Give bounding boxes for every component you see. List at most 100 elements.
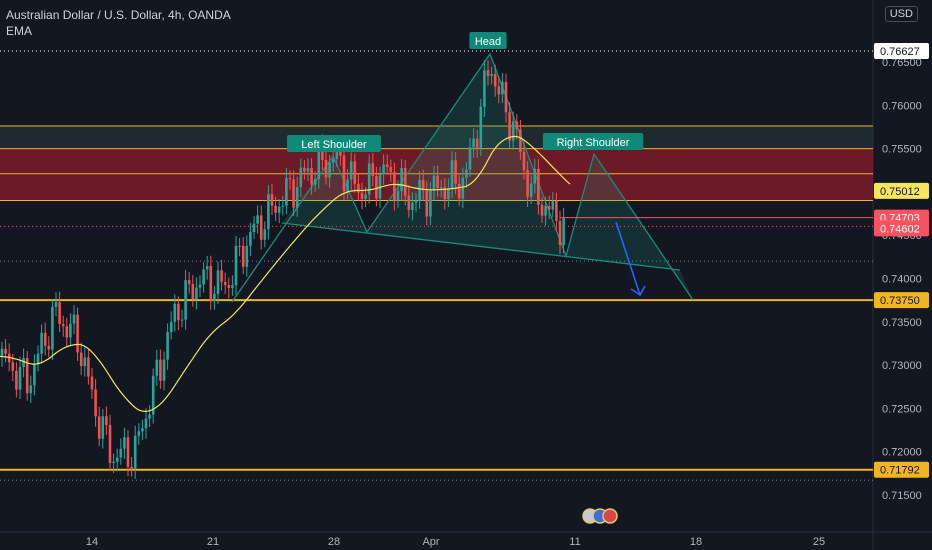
upper-zone xyxy=(0,126,873,149)
candle-body xyxy=(447,188,450,200)
candle-body xyxy=(389,167,393,172)
candle-body xyxy=(292,179,295,208)
candle-body xyxy=(159,359,162,381)
candle-body xyxy=(137,431,141,436)
candle-body xyxy=(231,285,234,288)
price-label-text: 0.73750 xyxy=(880,295,920,307)
candle-body xyxy=(321,144,324,160)
candle-body xyxy=(317,144,321,179)
candle-body xyxy=(465,169,468,178)
candle-body xyxy=(249,232,252,246)
price-label-bg xyxy=(874,461,929,478)
candle-body xyxy=(393,171,396,201)
candle-body xyxy=(263,229,267,240)
candle-body xyxy=(432,175,436,191)
y-axis: 0.765000.760000.755000.745000.740000.735… xyxy=(882,57,922,502)
candle-body xyxy=(407,195,411,210)
candle-body xyxy=(295,186,299,208)
price-label-text: 0.75012 xyxy=(880,186,920,198)
price-label-bg xyxy=(874,43,929,60)
candle-body xyxy=(457,183,461,199)
x-axis: 14 21 28 Apr 11 18 25 xyxy=(86,536,825,548)
candle-body xyxy=(544,206,547,216)
price-label-0.76627: 0.76627 xyxy=(874,43,929,60)
projection-arrow-head xyxy=(630,285,646,297)
candle-body xyxy=(349,161,353,180)
candle-body xyxy=(281,205,285,207)
candle-body xyxy=(209,265,213,301)
candle-body xyxy=(97,416,101,439)
candle-body xyxy=(184,280,187,320)
candle-body xyxy=(353,161,357,184)
candle-body xyxy=(119,448,123,458)
price-label-0.73750: 0.73750 xyxy=(874,292,929,309)
candle-body xyxy=(87,357,90,377)
candle-body xyxy=(51,306,54,350)
price-label-0.75012: 0.75012 xyxy=(874,182,929,199)
candle-body xyxy=(58,302,61,324)
indicator-label: EMA xyxy=(6,24,33,38)
candle-body xyxy=(83,357,87,367)
x-tick-label: 25 xyxy=(813,536,825,548)
candle-body xyxy=(43,332,47,346)
candle-body xyxy=(54,302,58,307)
candle-body xyxy=(216,270,220,294)
candle-body xyxy=(511,121,515,141)
candle-body xyxy=(223,281,227,285)
x-tick-label: 11 xyxy=(569,536,580,548)
candle-body xyxy=(108,424,112,464)
candle-body xyxy=(29,385,33,394)
candle-body xyxy=(364,194,367,199)
candle-body xyxy=(202,269,205,285)
candle-body xyxy=(429,190,432,217)
candle-body xyxy=(195,287,198,300)
candle-body xyxy=(11,362,15,371)
candle-body xyxy=(76,314,79,353)
candle-body xyxy=(177,303,180,321)
candle-body xyxy=(270,194,274,206)
candle-body xyxy=(411,202,414,210)
candle-body xyxy=(155,359,159,376)
x-tick-label: 21 xyxy=(207,536,219,548)
candle-body xyxy=(252,223,256,233)
candle-body xyxy=(303,167,306,172)
candle-body xyxy=(65,326,69,338)
y-tick-label: 0.75500 xyxy=(882,144,922,156)
y-tick-label: 0.76500 xyxy=(882,57,922,69)
candle-body xyxy=(443,187,447,200)
candle-body xyxy=(241,245,245,267)
candle-body xyxy=(454,160,457,184)
candle-body xyxy=(400,167,403,191)
y-tick-label: 0.73500 xyxy=(882,317,922,329)
candle-body xyxy=(335,148,339,160)
pattern-label-2: Right Shoulder xyxy=(542,133,644,150)
candle-body xyxy=(234,245,238,286)
candle-body xyxy=(285,178,288,206)
candle-body xyxy=(385,164,389,168)
price-label-0.71792: 0.71792 xyxy=(874,461,929,478)
candle-body xyxy=(558,220,562,245)
candle-body xyxy=(382,164,385,175)
currency-button[interactable]: USD xyxy=(884,6,918,22)
candle-body xyxy=(371,163,375,176)
candle-body xyxy=(4,348,7,354)
y-tick-label: 0.71500 xyxy=(882,490,922,502)
candle-body xyxy=(288,178,292,180)
y-tick-label: 0.76000 xyxy=(882,100,922,112)
candle-body xyxy=(508,112,511,141)
candle-body xyxy=(205,265,209,270)
candle-body xyxy=(94,389,97,417)
candle-body xyxy=(418,180,421,201)
pattern-label-text: Right Shoulder xyxy=(557,137,630,149)
price-label-text: 0.74602 xyxy=(880,223,920,235)
candle-body xyxy=(69,323,72,338)
candle-body xyxy=(79,352,83,367)
candle-body xyxy=(40,332,43,354)
candle-body xyxy=(162,359,166,381)
candle-body xyxy=(227,284,231,288)
flag-icon xyxy=(602,508,618,524)
pattern-label-bg xyxy=(287,135,381,152)
y-tick-label: 0.72500 xyxy=(882,403,922,415)
candle-body xyxy=(310,168,313,185)
